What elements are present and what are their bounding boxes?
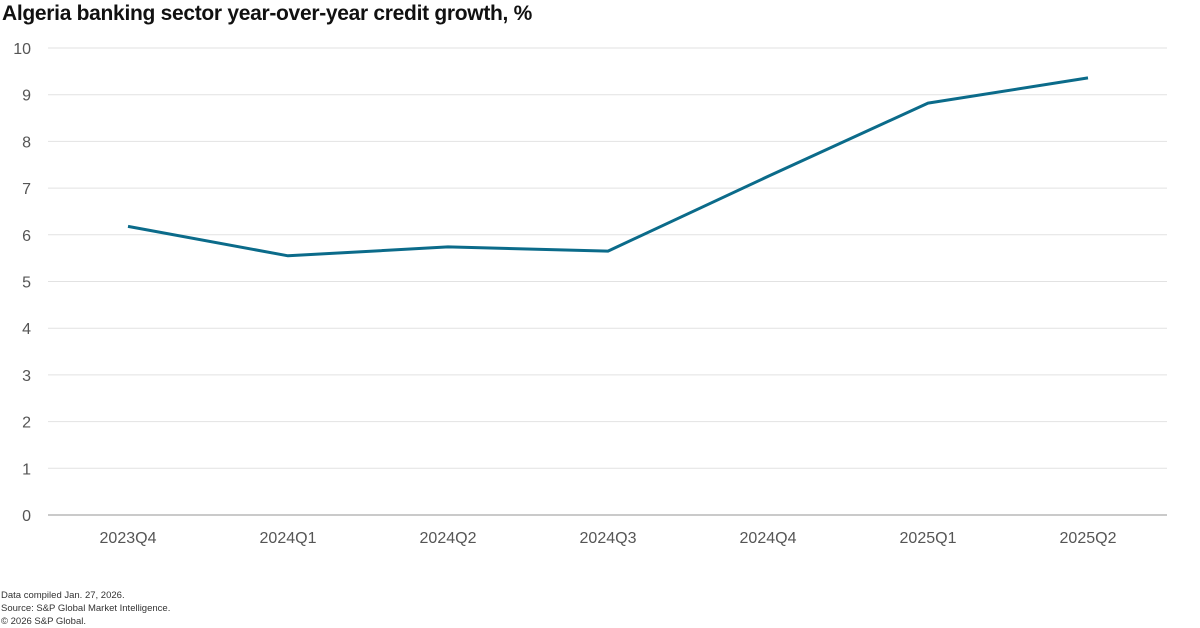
y-tick-label: 1 [22,461,31,478]
y-tick-label: 3 [22,368,31,385]
footer-compiled-date: Data compiled Jan. 27, 2026. [1,590,125,601]
y-tick-label: 4 [22,321,31,338]
gridlines [48,47,1167,469]
y-axis-ticks: 0 1 2 3 4 5 6 7 8 9 10 [13,41,31,525]
y-tick-label: 7 [22,181,31,198]
y-tick-label: 10 [13,41,31,58]
x-tick-label: 2024Q4 [740,530,797,547]
credit-growth-line [127,76,1089,258]
y-tick-label: 6 [22,228,31,245]
x-tick-label: 2024Q1 [260,530,317,547]
footer-copyright: © 2026 S&P Global. [1,616,86,627]
y-tick-label: 8 [22,134,31,151]
chart-footer: Data compiled Jan. 27, 2026. Source: S&P… [1,589,170,628]
x-tick-label: 2025Q1 [900,530,957,547]
x-tick-label: 2023Q4 [100,530,157,547]
x-axis-ticks: 2023Q4 2024Q1 2024Q2 2024Q3 2024Q4 2025Q1 2025… [100,530,1117,547]
y-tick-label: 5 [22,275,31,292]
y-tick-label: 2 [22,415,31,432]
x-tick-label: 2024Q3 [580,530,637,547]
chart-title: Algeria banking sector year-over-year cr… [2,2,532,25]
x-tick-label: 2025Q2 [1060,530,1117,547]
x-tick-label: 2024Q2 [420,530,477,547]
y-tick-label: 9 [22,88,31,105]
footer-source: Source: S&P Global Market Intelligence. [1,603,171,614]
y-tick-label: 0 [22,508,31,525]
